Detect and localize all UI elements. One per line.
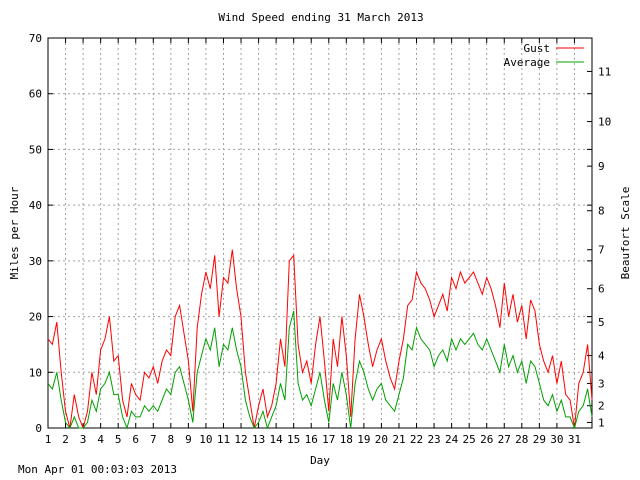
y-tick-label: 0 [35,422,42,435]
x-tick-label: 24 [445,433,459,446]
x-tick-label: 3 [80,433,87,446]
x-tick-label: 7 [150,433,157,446]
y2-tick-label: 1 [598,416,605,429]
plot-frame [47,37,593,429]
x-tick-label: 15 [287,433,300,446]
y2-axis-ticks: 1 2 3 4 5 6 7 8 9 10 11 [587,65,611,429]
x-tick-label: 5 [115,433,122,446]
series-line-average [47,310,593,430]
x-tick-label: 12 [234,433,247,446]
x-axis-ticks: 1 2 3 4 5 6 7 8 9 10 11 12 13 14 15 16 17 18 19 20 21 22 23 24 2… [45,38,581,446]
x-tick-label: 27 [498,433,511,446]
x-tick-label: 25 [463,433,476,446]
x-tick-label: 17 [322,433,335,446]
y2-tick-label: 6 [598,283,605,296]
y-tick-label: 30 [29,255,42,268]
y2-tick-label: 2 [598,400,605,413]
legend-label-average: Average [504,56,550,69]
y2-tick-label: 11 [598,65,611,78]
y-tick-label: 20 [29,311,42,324]
x-tick-label: 13 [252,433,265,446]
x-tick-label: 2 [62,433,69,446]
x-tick-label: 1 [45,433,52,446]
x-tick-label: 30 [550,433,563,446]
x-axis-label: Day [310,454,330,467]
x-tick-label: 22 [410,433,423,446]
chart-title: Wind Speed ending 31 March 2013 [218,11,423,24]
x-tick-label: 14 [270,433,284,446]
x-tick-label: 9 [185,433,192,446]
x-tick-label: 23 [427,433,440,446]
x-tick-label: 20 [375,433,388,446]
x-tick-label: 4 [97,433,104,446]
x-tick-label: 26 [480,433,493,446]
grid-lines [48,38,592,428]
x-tick-label: 16 [305,433,318,446]
series-line-gust [47,249,593,430]
y2-axis-label: Beaufort Scale [619,187,632,280]
x-tick-label: 11 [217,433,230,446]
y-axis-ticks: 0 10 20 30 40 50 60 70 [29,32,592,435]
series-lines [47,249,593,430]
x-tick-label: 10 [199,433,212,446]
y2-tick-label: 9 [598,160,605,173]
x-tick-label: 29 [533,433,546,446]
y-axis-label: Miles per Hour [8,186,21,279]
y2-tick-label: 10 [598,116,611,129]
x-tick-label: 28 [515,433,528,446]
x-tick-label: 6 [132,433,139,446]
x-tick-label: 19 [357,433,370,446]
x-tick-label: 18 [340,433,353,446]
y2-tick-label: 7 [598,244,605,257]
x-tick-label: 8 [168,433,175,446]
y-tick-label: 70 [29,32,42,45]
y-tick-label: 60 [29,88,42,101]
timestamp-footer: Mon Apr 01 00:03:03 2013 [18,463,177,476]
x-tick-label: 21 [392,433,405,446]
x-tick-label: 31 [568,433,581,446]
y2-tick-label: 5 [598,316,605,329]
y-tick-label: 40 [29,199,42,212]
y2-tick-label: 8 [598,205,605,218]
legend-label-gust: Gust [524,42,551,55]
y2-tick-label: 3 [598,377,605,390]
y-tick-label: 50 [29,143,42,156]
y2-tick-label: 4 [598,350,605,363]
y-tick-label: 10 [29,366,42,379]
